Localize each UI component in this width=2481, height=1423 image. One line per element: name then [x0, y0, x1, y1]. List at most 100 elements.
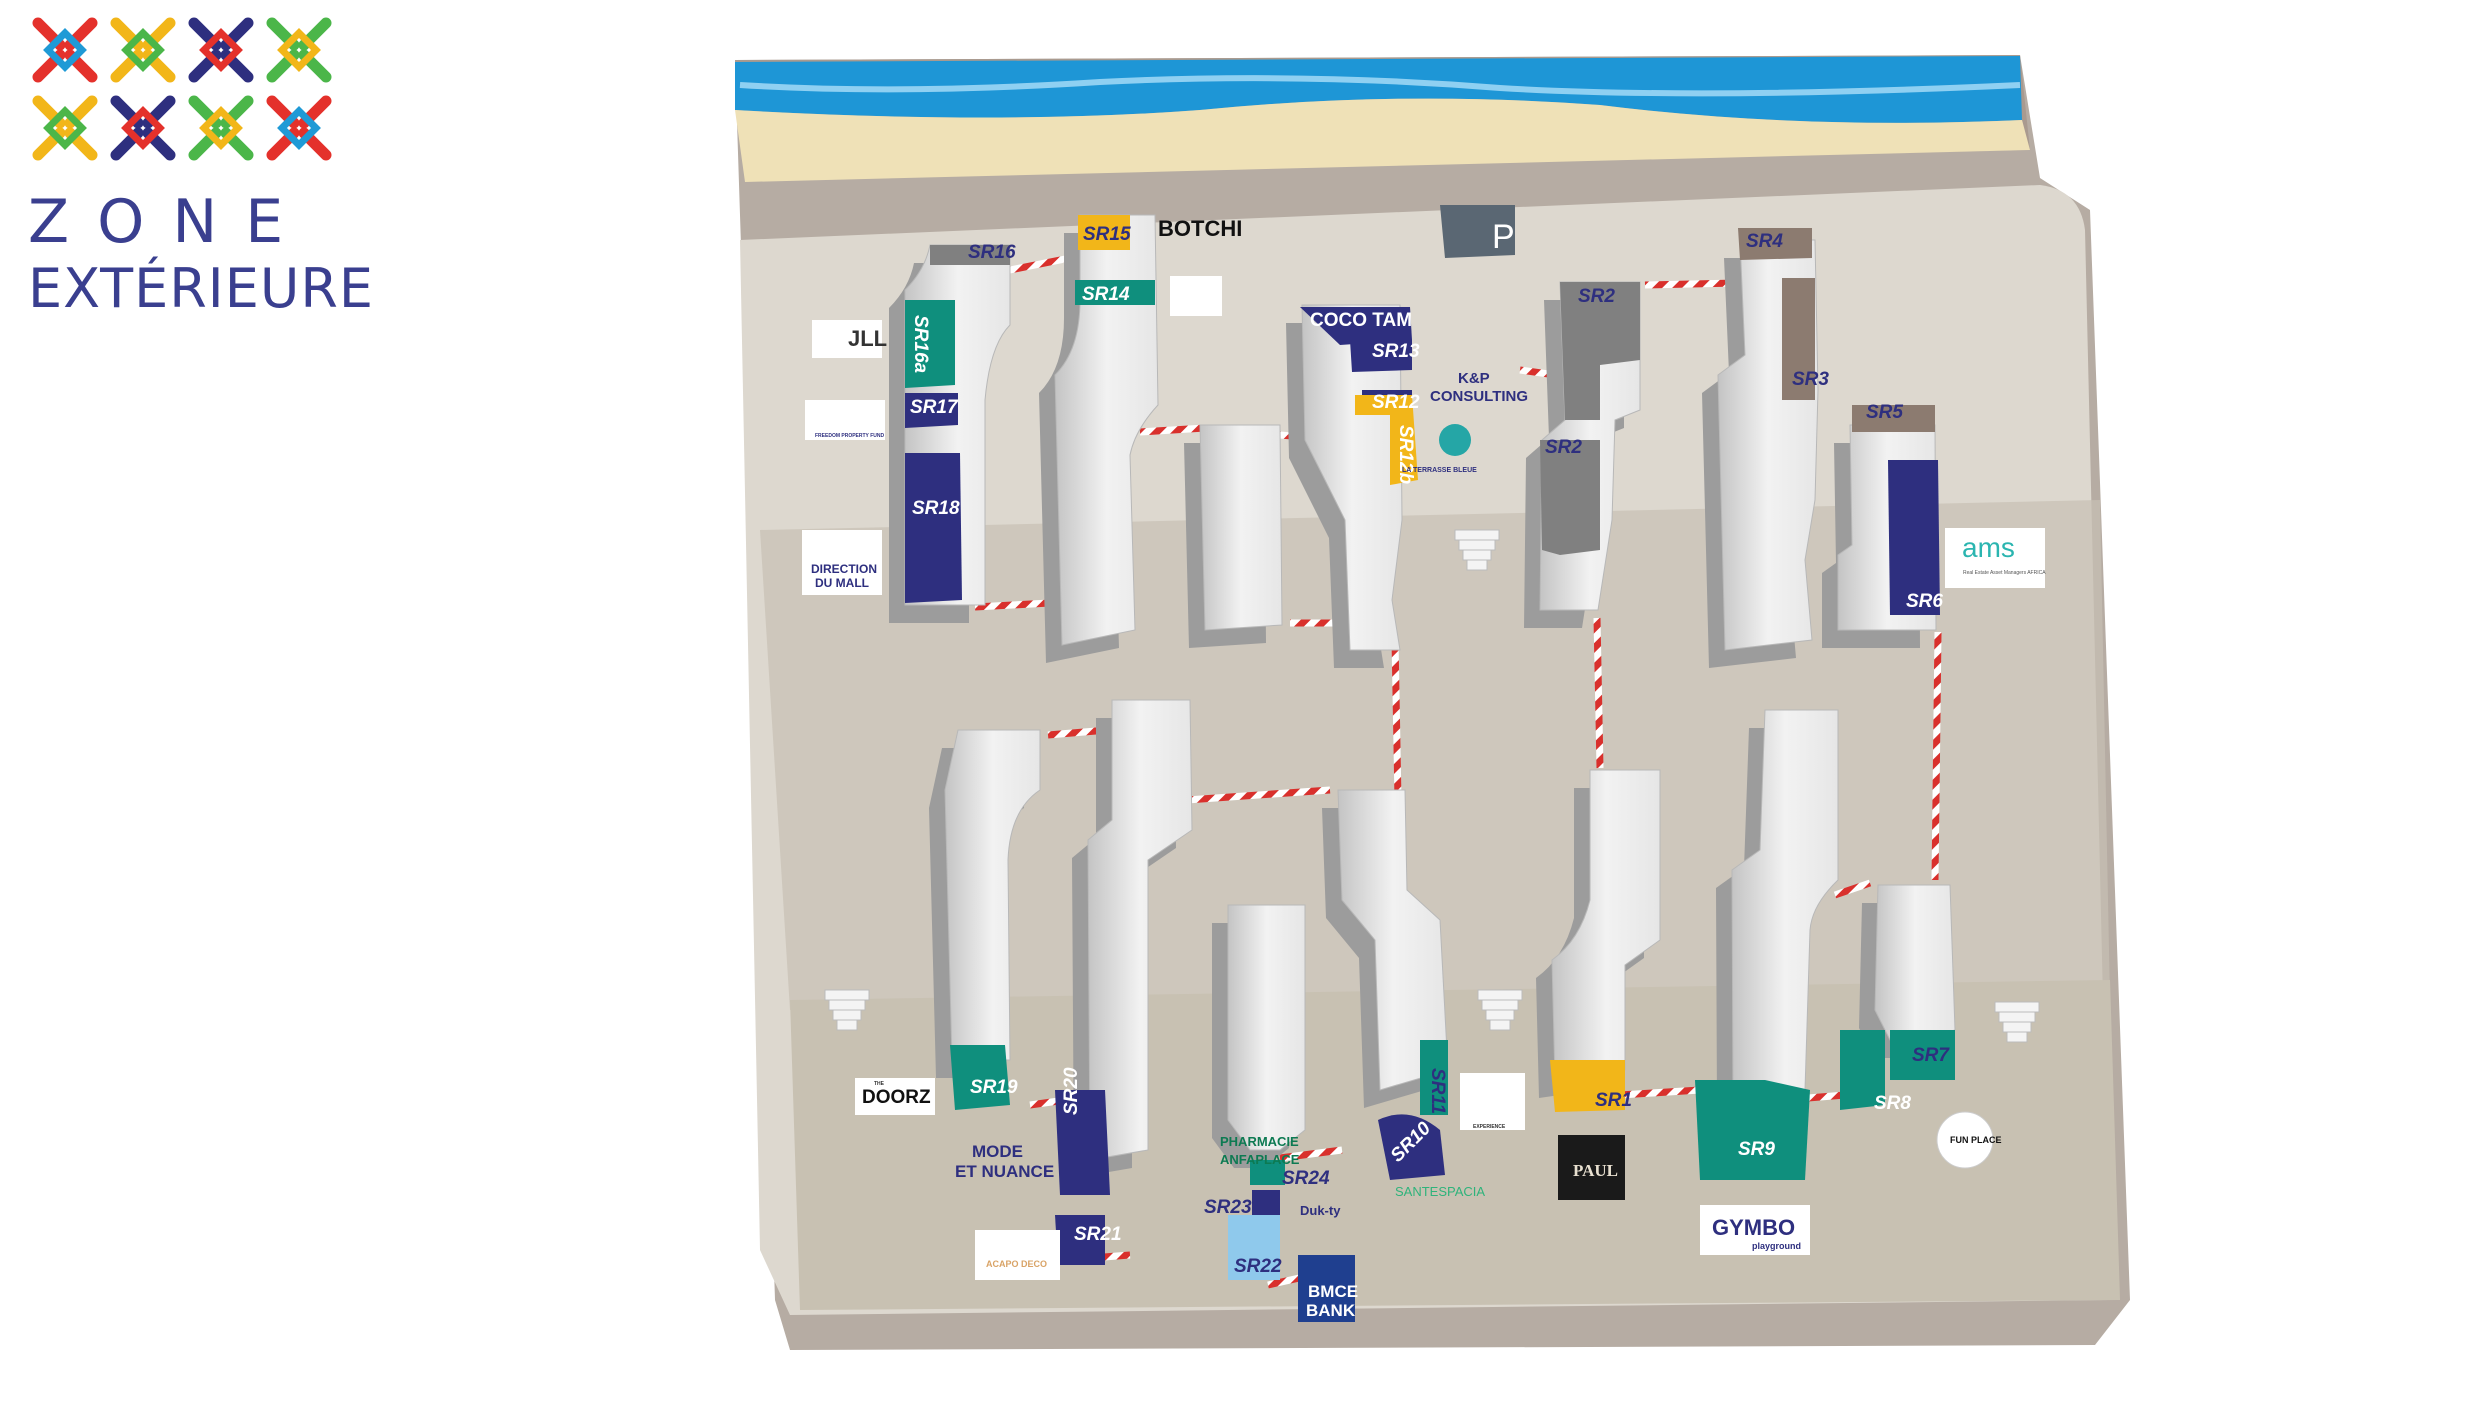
- tenant-doorz-small[interactable]: THE: [874, 1081, 885, 1087]
- tenant-coco-tam[interactable]: COCO TAM: [1310, 310, 1412, 331]
- tenant-xs[interactable]: EXPERIENCE: [1473, 1124, 1506, 1130]
- direction-logo-box: [802, 530, 882, 595]
- logo-x-mark: [110, 17, 176, 83]
- unit-block-sr18: [905, 453, 962, 603]
- unit-labels: SR16 SR16a SR17 SR18 SR15 SR14 SR13 SR12…: [910, 224, 1950, 1277]
- unit-sr8[interactable]: SR8: [1874, 1093, 1911, 1114]
- logo-diamond: [199, 28, 243, 72]
- parking-icon: [1440, 205, 1515, 258]
- gymbo-logo-box: [1700, 1205, 1810, 1255]
- tenant-santespacia[interactable]: SANTESPACIA: [1395, 1184, 1485, 1199]
- unit-sr14[interactable]: SR14: [1082, 284, 1130, 305]
- unit-sr7[interactable]: SR7: [1912, 1045, 1950, 1066]
- logo-stroke: [266, 17, 332, 83]
- unit-sr9[interactable]: SR9: [1738, 1139, 1775, 1160]
- tenant-ams-sub[interactable]: Real Estate Asset Managers AFRICA: [1963, 570, 2046, 576]
- logo-x-mark: [188, 95, 254, 161]
- unit-sr20[interactable]: SR20: [1061, 1067, 1082, 1115]
- tenant-terrasse[interactable]: LA TERRASSE BLEUE: [1402, 467, 1477, 474]
- stair-step: [1454, 529, 1500, 541]
- tenant-pharmacie-line1[interactable]: PHARMACIE: [1220, 1134, 1299, 1149]
- tenant-jll[interactable]: JLL: [848, 326, 887, 351]
- unit-sr19[interactable]: SR19: [970, 1077, 1018, 1098]
- tenant-freedom[interactable]: FREEDOM PROPERTY FUND: [815, 433, 884, 439]
- walkway-rope: [1931, 631, 1942, 881]
- zone-title: ZONE EXTÉRIEURE: [28, 190, 374, 324]
- stair-step: [1462, 549, 1492, 561]
- logo-stroke: [110, 95, 176, 161]
- walkway-rope: [1391, 639, 1402, 801]
- tenant-gymbo[interactable]: GYMBO: [1712, 1215, 1795, 1240]
- tenant-duk[interactable]: Duk-ty: [1300, 1203, 1341, 1218]
- tenant-gymbo-sub[interactable]: playground: [1752, 1241, 1801, 1251]
- unit-block-sr7: [1890, 1030, 1955, 1080]
- unit-sr22[interactable]: SR22: [1234, 1256, 1282, 1277]
- tenant-mode-line1[interactable]: MODE: [972, 1142, 1023, 1161]
- tenant-bmce-line2[interactable]: BANK: [1306, 1301, 1356, 1320]
- unit-sr16[interactable]: SR16: [968, 242, 1016, 263]
- unit-sr2-top[interactable]: SR2: [1578, 286, 1615, 307]
- tenant-paul[interactable]: PAUL: [1573, 1161, 1618, 1180]
- logo-x-mark: [32, 95, 98, 161]
- tenant-kp-line2[interactable]: CONSULTING: [1430, 388, 1528, 405]
- unit-sr12b[interactable]: SR12b: [1395, 425, 1416, 485]
- unit-sr17[interactable]: SR17: [910, 397, 959, 418]
- tenant-pharmacie-line2[interactable]: ANFAPLACE: [1220, 1152, 1300, 1167]
- building: [1054, 214, 1159, 646]
- tenant-botchi[interactable]: BOTCHI: [1158, 216, 1242, 241]
- unit-sr15[interactable]: SR15: [1083, 224, 1131, 245]
- unit-sr4[interactable]: SR4: [1746, 231, 1783, 252]
- tenant-bmce-line1[interactable]: BMCE: [1308, 1282, 1358, 1301]
- unit-block-sr5: [1852, 405, 1935, 432]
- tenant-kp-line1[interactable]: K&P: [1458, 370, 1490, 387]
- unit-block-sr23: [1252, 1190, 1280, 1215]
- unit-block-sr8: [1840, 1030, 1885, 1110]
- unit-sr21[interactable]: SR21: [1074, 1224, 1122, 1245]
- tenant-direction-line1[interactable]: DIRECTION: [811, 562, 877, 576]
- stairs-icon: [1477, 989, 1523, 1031]
- unit-block-sr22: [1228, 1215, 1280, 1280]
- logo-diamond: [277, 28, 321, 72]
- walkway-rope: [1009, 254, 1071, 274]
- tenant-ams[interactable]: ams: [1962, 532, 2015, 563]
- tenant-funplace[interactable]: FUN PLACE: [1950, 1135, 2002, 1145]
- tenant-mode-line2[interactable]: ET NUANCE: [955, 1162, 1054, 1181]
- building: [1227, 904, 1306, 1151]
- logo-x-mark: [266, 95, 332, 161]
- unit-sr1[interactable]: SR1: [1595, 1090, 1632, 1111]
- parking-label[interactable]: P: [1492, 218, 1515, 256]
- xs-logo-box: [1460, 1073, 1525, 1130]
- unit-sr18[interactable]: SR18: [912, 498, 960, 519]
- unit-block-sr13: [1350, 340, 1412, 372]
- unit-sr11[interactable]: SR11: [1427, 1068, 1448, 1114]
- unit-sr12[interactable]: SR12: [1372, 392, 1420, 413]
- unit-sr13[interactable]: SR13: [1372, 341, 1420, 362]
- unit-sr6[interactable]: SR6: [1906, 591, 1943, 612]
- unit-sr23[interactable]: SR23: [1204, 1197, 1252, 1218]
- ams-logo-box: [1945, 528, 2045, 588]
- unit-block-sr15: [1078, 215, 1130, 250]
- paul-logo-box: [1558, 1135, 1625, 1200]
- stair-step: [1994, 1001, 2040, 1013]
- tenant-acapo[interactable]: ACAPO DECO: [986, 1259, 1047, 1269]
- unit-sr16a[interactable]: SR16a: [910, 315, 931, 374]
- walkway-rope: [1593, 617, 1604, 769]
- unit-sr5[interactable]: SR5: [1866, 402, 1903, 423]
- unit-sr24[interactable]: SR24: [1282, 1168, 1330, 1189]
- unit-block-sr12b: [1355, 395, 1418, 485]
- unit-block-sr20: [1055, 1090, 1110, 1195]
- unit-block-sr1: [1550, 1060, 1625, 1112]
- unit-sr3[interactable]: SR3: [1792, 369, 1829, 390]
- logo-stroke: [32, 95, 98, 161]
- stair-step: [2002, 1021, 2032, 1033]
- building: [1199, 424, 1283, 631]
- unit-block-sr14: [1075, 280, 1155, 305]
- walkway-rope: [974, 599, 1051, 611]
- logo-stroke: [110, 17, 176, 83]
- stair-step: [1477, 989, 1523, 1001]
- unit-sr2-bottom[interactable]: SR2: [1545, 437, 1582, 458]
- tenant-doorz[interactable]: DOORZ: [862, 1087, 931, 1108]
- tenant-direction-line2[interactable]: DU MALL: [815, 576, 869, 590]
- logo-diamond: [277, 106, 321, 150]
- beach-sand: [735, 98, 2030, 182]
